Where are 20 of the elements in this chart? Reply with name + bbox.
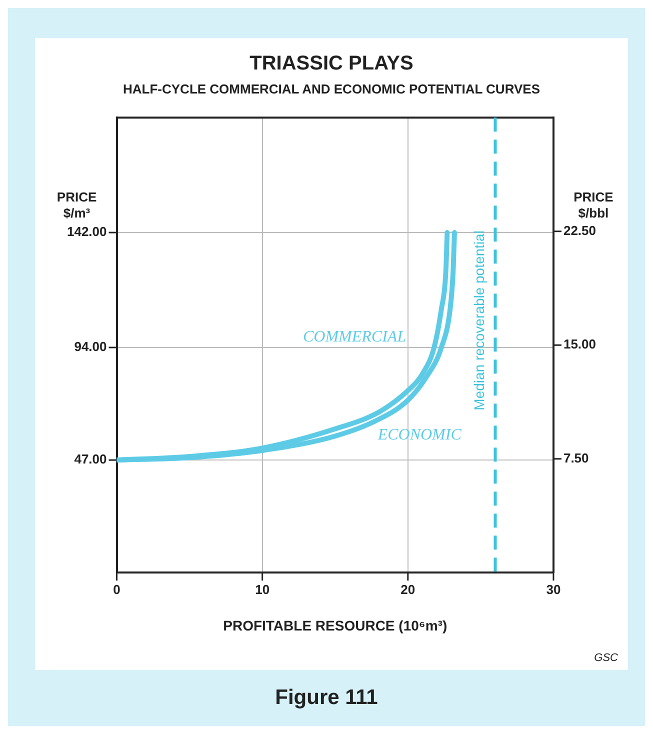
x-tick-label: 30 (546, 582, 561, 597)
x-tick-label: 20 (400, 582, 416, 597)
y-tick-label: 47.00 (74, 452, 107, 467)
y2-tick-label: 15.00 (563, 336, 596, 352)
caption: Figure 111 (274, 686, 379, 710)
text: GSC (594, 652, 618, 664)
y2-tick-label: 7.50 (563, 450, 589, 466)
y2-axis-title: PRICE $/bbl (574, 190, 614, 221)
x-tick-label: 10 (255, 582, 270, 597)
y2-tick-label: 22.50 (563, 222, 596, 238)
x-tick-label: 0 (113, 582, 120, 597)
x-axis-title: PROFITABLE RESOURCE (10⁶m³) (223, 617, 448, 634)
y-axis-title: PRICE $/m³ (56, 190, 97, 221)
chart-subtitle: HALF-CYCLE COMMERCIAL AND ECONOMIC POTENTIAL CURVES (123, 81, 540, 96)
y-tick-label: 94.00 (74, 339, 107, 354)
series-label: ECONOMIC (376, 426, 462, 444)
series-label: COMMERCIAL (302, 328, 406, 346)
y-tick-label: 142.00 (66, 224, 107, 240)
chart-title: TRIASSIC PLAYS (250, 52, 414, 75)
ref-line-label: Median recoverable potential (471, 230, 488, 410)
